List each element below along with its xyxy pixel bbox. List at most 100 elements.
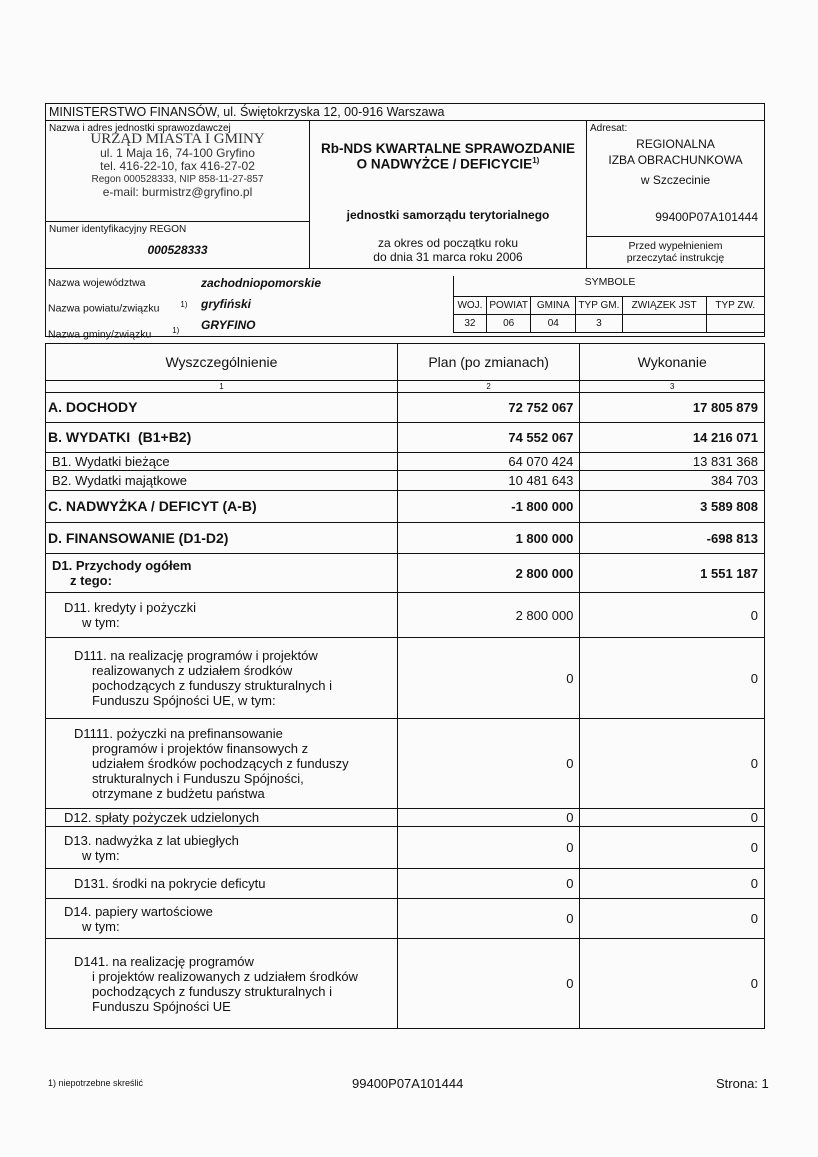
plan-value: -1 800 000 [396,490,581,523]
table-index-row: 1 2 3 [45,380,765,393]
row-label: D141. na realizację programów i projektó… [45,938,398,1029]
symbol-value: 04 [530,314,577,333]
table-row: B. WYDATKI (B1+B2) 74 552 067 14 216 071 [45,422,765,453]
addressee-box: Adresat: REGIONALNA IZBA OBRACHUNKOWA w Sz… [586,120,765,237]
row-label: A. DOCHODY [45,392,398,423]
col-header-description: Wyszczególnienie [45,343,398,381]
execution-value: 3 589 808 [579,490,765,523]
plan-value: 2 800 000 [396,592,581,638]
symbol-header: GMINA [530,296,577,315]
plan-value: 72 752 067 [396,392,581,423]
page-number: Strona: 1 [716,1076,769,1091]
period-line-2: do dnia 31 marca roku 2006 [373,249,523,264]
row-label: C. NADWYŻKA / DEFICYT (A-B) [45,490,398,523]
row-label: D111. na realizację programów i projektó… [45,637,398,719]
table-row: D13. nadwyżka z lat ubiegłych w tym: 0 0 [45,826,765,869]
stamp-line: URZĄD MIASTA I GMINY [90,131,265,147]
report-code: 99400P07A101444 [655,210,758,224]
execution-value: 0 [579,592,765,638]
table-row: D1111. pożyczki na prefinansowanie progr… [45,718,765,809]
ministry-header: MINISTERSTWO FINANSÓW, ul. Świętokrzyska… [45,103,765,121]
execution-value: 0 [579,718,765,809]
col-index: 3 [579,380,765,393]
col-header-plan: Plan (po zmianach) [396,343,581,381]
plan-value: 74 552 067 [396,422,581,453]
commune-value: GRYFINO [201,318,256,332]
instruction-1: Przed wypełnieniem [628,240,723,252]
row-label: D14. papiery wartościowe w tym: [45,898,398,939]
execution-value: 0 [579,637,765,719]
addressee-line: w Szczecinie [640,173,711,187]
table-row: D131. środki na pokrycie deficytu 0 0 [45,868,765,899]
addressee-line: IZBA OBRACHUNKOWA [608,153,743,167]
row-label: B2. Wydatki majątkowe [45,470,398,491]
table-row: B1. Wydatki bieżące 64 070 424 13 831 368 [45,452,765,471]
row-label: D. FINANSOWANIE (D1-D2) [45,522,398,554]
symbol-value: 3 [575,314,623,333]
report-title: Rb-NDS KWARTALNE SPRAWOZDANIE [321,141,575,156]
county-value: gryfiński [201,297,252,311]
row-label: B. WYDATKI (B1+B2) [45,422,398,453]
regon-label: Numer identyfikacyjny REGON [49,224,187,235]
execution-value: 13 831 368 [579,452,765,471]
addressee: REGIONALNA IZBA OBRACHUNKOWA w Szczecinie [587,136,764,188]
table-row: D12. spłaty pożyczek udzielonych 0 0 [45,808,765,827]
regon-value: 000528333 [147,243,208,257]
symbol-value [621,314,707,333]
table-row: D111. na realizację programów i projektó… [45,637,765,719]
stamp-line: Regon 000528333, NIP 858-11-27-857 [91,174,264,185]
footer-code: 99400P07A101444 [352,1076,464,1091]
symbols-title: SYMBOLE [453,276,766,296]
title-box: Rb-NDS KWARTALNE SPRAWOZDANIE O NADWYŻCE… [309,120,587,269]
footnote-mark: 1) [172,325,180,335]
row-label: D1111. pożyczki na prefinansowanie progr… [45,718,398,809]
county-label: Nazwa powiatu/związku [48,302,160,315]
stamp-line: tel. 416-22-10, fax 416-27-02 [100,159,255,173]
table-header: Wyszczególnienie Plan (po zmianach) Wyko… [45,343,765,381]
execution-value: 1 551 187 [579,553,765,593]
plan-value: 0 [396,938,581,1029]
table-row: C. NADWYŻKA / DEFICYT (A-B) -1 800 000 3 5… [45,490,765,523]
execution-value: 0 [579,868,765,899]
symbol-header: TYP GM. [575,296,623,315]
plan-value: 2 800 000 [396,553,581,593]
location-box [45,268,765,337]
row-label: D1. Przychody ogółem z tego: [45,553,398,593]
addressee-label: Adresat: [590,123,628,134]
symbol-header: ZWIĄZEK JST [621,296,707,315]
report-title-2: O NADWYŻCE / DEFICYCIE [356,156,533,172]
symbol-value: 06 [485,314,532,333]
plan-value: 10 481 643 [396,470,581,491]
table-row: D1. Przychody ogółem z tego: 2 800 000 1 5… [45,553,765,593]
table-row: D141. na realizację programów i projektó… [45,938,765,1029]
row-label: D12. spłaty pożyczek udzielonych [45,808,398,827]
table-row: A. DOCHODY 72 752 067 17 805 879 [45,392,765,423]
execution-value: 0 [579,898,765,939]
table-row: D. FINANSOWANIE (D1-D2) 1 800 000 -698 813 [45,522,765,554]
plan-value: 1 800 000 [396,522,581,554]
unit-box: Nazwa i adres jednostki sprawozdawczej U… [45,120,310,222]
plan-value: 0 [396,718,581,809]
regon-box: Numer identyfikacyjny REGON 000528333 [45,221,310,269]
footnote-mark: 1) [180,300,188,309]
ministry-text: MINISTERSTWO FINANSÓW, ul. Świętokrzyska… [49,105,445,119]
stamp-line: e-mail: burmistrz@gryfino.pl [102,185,253,199]
table-row: B2. Wydatki majątkowe 10 481 643 384 703 [45,470,765,491]
commune-label: Nazwa gminy/związku [48,328,152,340]
symbols-table: WOJ. POWIAT GMINA TYP GM. ZWIĄZEK JST TYP ZW.… [453,296,766,333]
plan-value: 0 [396,808,581,827]
table-row: D14. papiery wartościowe w tym: 0 0 [45,898,765,939]
symbol-header: TYP ZW. [705,296,766,315]
plan-value: 0 [396,637,581,719]
row-label: D13. nadwyżka z lat ubiegłych w tym: [45,826,398,869]
execution-value: 0 [579,826,765,869]
title-footnote: 1) [532,156,540,165]
col-header-execution: Wykonanie [579,343,765,381]
period-line-1: za okres od początku roku [377,235,519,250]
row-label: B1. Wydatki bieżące [45,452,398,471]
plan-value: 0 [396,898,581,939]
instruction-box: Przed wypełnieniem przeczytać instrukcję [586,236,765,269]
symbol-header: WOJ. [453,296,487,315]
report-subtitle: jednostki samorządu terytorialnego [346,207,550,222]
